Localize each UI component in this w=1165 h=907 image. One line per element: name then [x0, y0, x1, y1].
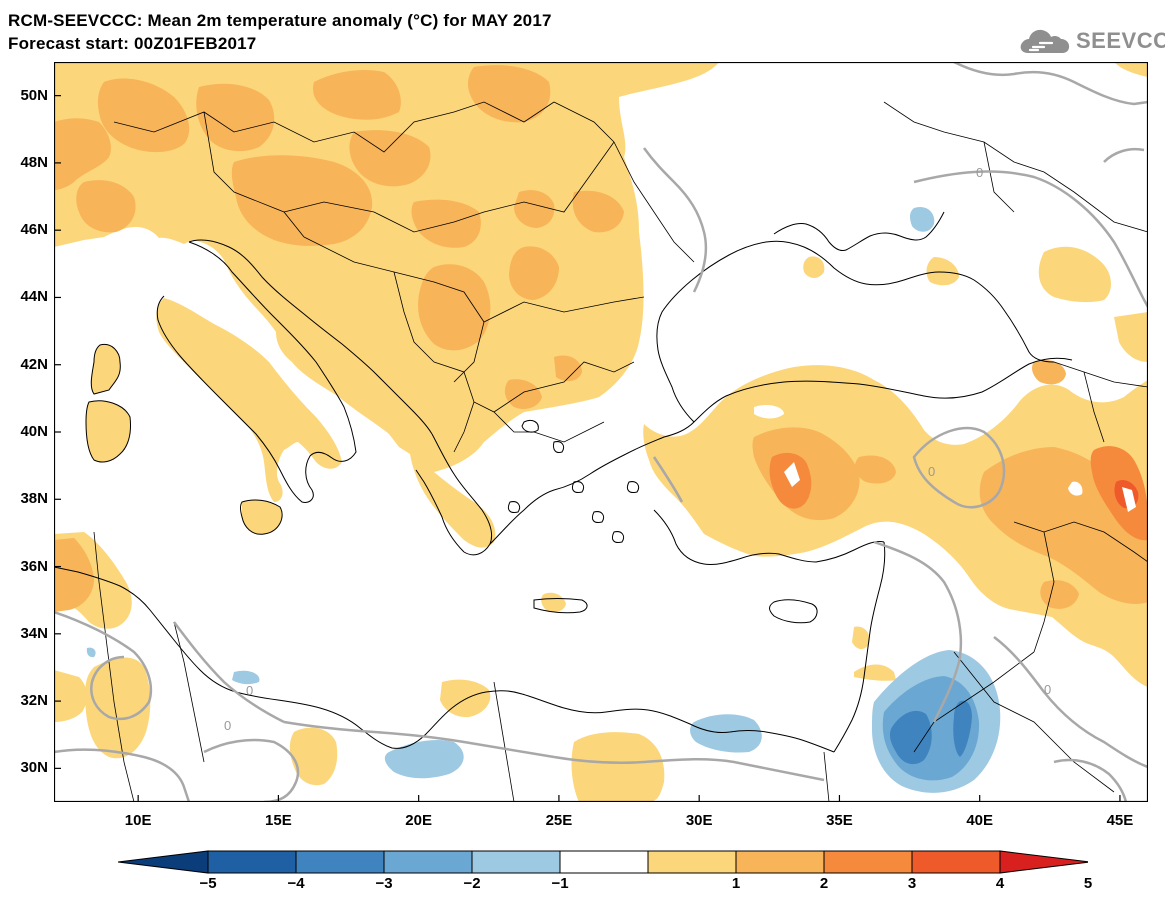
colorbar-label: 1 — [731, 875, 741, 892]
colorbar-label: 3 — [907, 875, 917, 892]
anomaly-holes — [754, 404, 1136, 512]
colorbar-segment — [911, 850, 1001, 874]
forecast-start-subtitle: Forecast start: 00Z01FEB2017 — [8, 34, 257, 53]
anomaly-neg-3-4-areas — [889, 700, 972, 765]
lat-tick-label: 40N — [20, 423, 48, 440]
colorbar-label: −3 — [375, 875, 393, 892]
map-title: RCM-SEEVCCC: Mean 2m temperature anomaly… — [8, 11, 552, 30]
lon-tick-label: 15E — [265, 812, 292, 829]
colorbar-segment — [647, 850, 737, 874]
contour-label-0: 0 — [246, 683, 253, 698]
lon-tick-label: 20E — [405, 812, 432, 829]
lon-tick-label: 40E — [966, 812, 994, 829]
temperature-anomaly-map: 0 0 0 0 0 — [54, 62, 1148, 802]
contour-label-0: 0 — [976, 165, 983, 180]
seevccc-logo: SEEVCCC — [1018, 26, 1165, 56]
colorbar-label: −2 — [463, 875, 481, 892]
colorbar-arrow-max — [999, 850, 1088, 874]
colorbar-segment — [471, 850, 561, 874]
country-borders — [93, 101, 1148, 802]
colorbar-segment — [295, 850, 385, 874]
contour-label-0: 0 — [928, 464, 935, 479]
lat-tick-label: 48N — [20, 153, 48, 171]
lat-tick-label: 30N — [20, 759, 48, 777]
lon-tick-label: 35E — [826, 812, 853, 829]
colorbar-label: −5 — [199, 875, 217, 892]
lon-tick-label: 30E — [685, 812, 713, 829]
colorbar-segment — [559, 850, 649, 874]
lat-tick-label: 50N — [20, 86, 48, 104]
colorbar-segment — [735, 850, 825, 874]
zero-contours — [54, 62, 1148, 802]
colorbar-label: 4 — [995, 875, 1005, 892]
colorbar-label: −1 — [551, 875, 569, 892]
lon-tick-label: 45E — [1106, 812, 1134, 829]
contour-label-0: 0 — [224, 718, 231, 733]
axis-ticks — [54, 95, 1121, 802]
lon-tick-label: 10E — [124, 812, 152, 829]
logo-text: SEEVCCC — [1076, 28, 1165, 53]
coastlines — [54, 211, 1073, 753]
lat-tick-label: 36N — [20, 557, 48, 575]
lat-tick-label: 32N — [20, 692, 48, 710]
lat-tick-label: 38N — [20, 490, 48, 508]
lat-tick-label: 44N — [20, 288, 48, 306]
lat-tick-label: 42N — [20, 355, 48, 373]
colorbar-label: −4 — [287, 875, 305, 892]
colorbar-arrow-min — [118, 850, 209, 874]
contour-label-0: 0 — [1044, 682, 1051, 697]
lat-tick-label: 34N — [20, 624, 48, 642]
colorbar-label: 2 — [819, 875, 829, 892]
contour-labels: 0 0 0 0 0 — [224, 165, 1051, 733]
colorbar-segment — [207, 850, 297, 874]
lon-tick-label: 25E — [545, 812, 573, 829]
lat-tick-label: 46N — [20, 221, 48, 239]
cloud-icon — [1020, 29, 1070, 53]
colorbar — [118, 850, 1088, 874]
colorbar-label: 5 — [1083, 875, 1093, 892]
colorbar-segment — [383, 850, 473, 874]
colorbar-segment — [823, 850, 913, 874]
